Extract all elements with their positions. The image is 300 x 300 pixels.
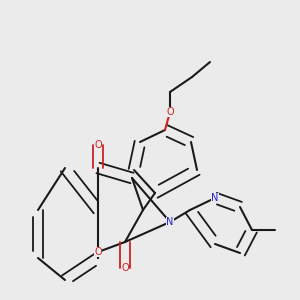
Text: O: O bbox=[166, 107, 174, 117]
Text: O: O bbox=[94, 247, 102, 257]
Text: O: O bbox=[121, 263, 129, 273]
Text: N: N bbox=[211, 193, 219, 203]
Text: O: O bbox=[94, 140, 102, 150]
Text: N: N bbox=[166, 217, 174, 227]
